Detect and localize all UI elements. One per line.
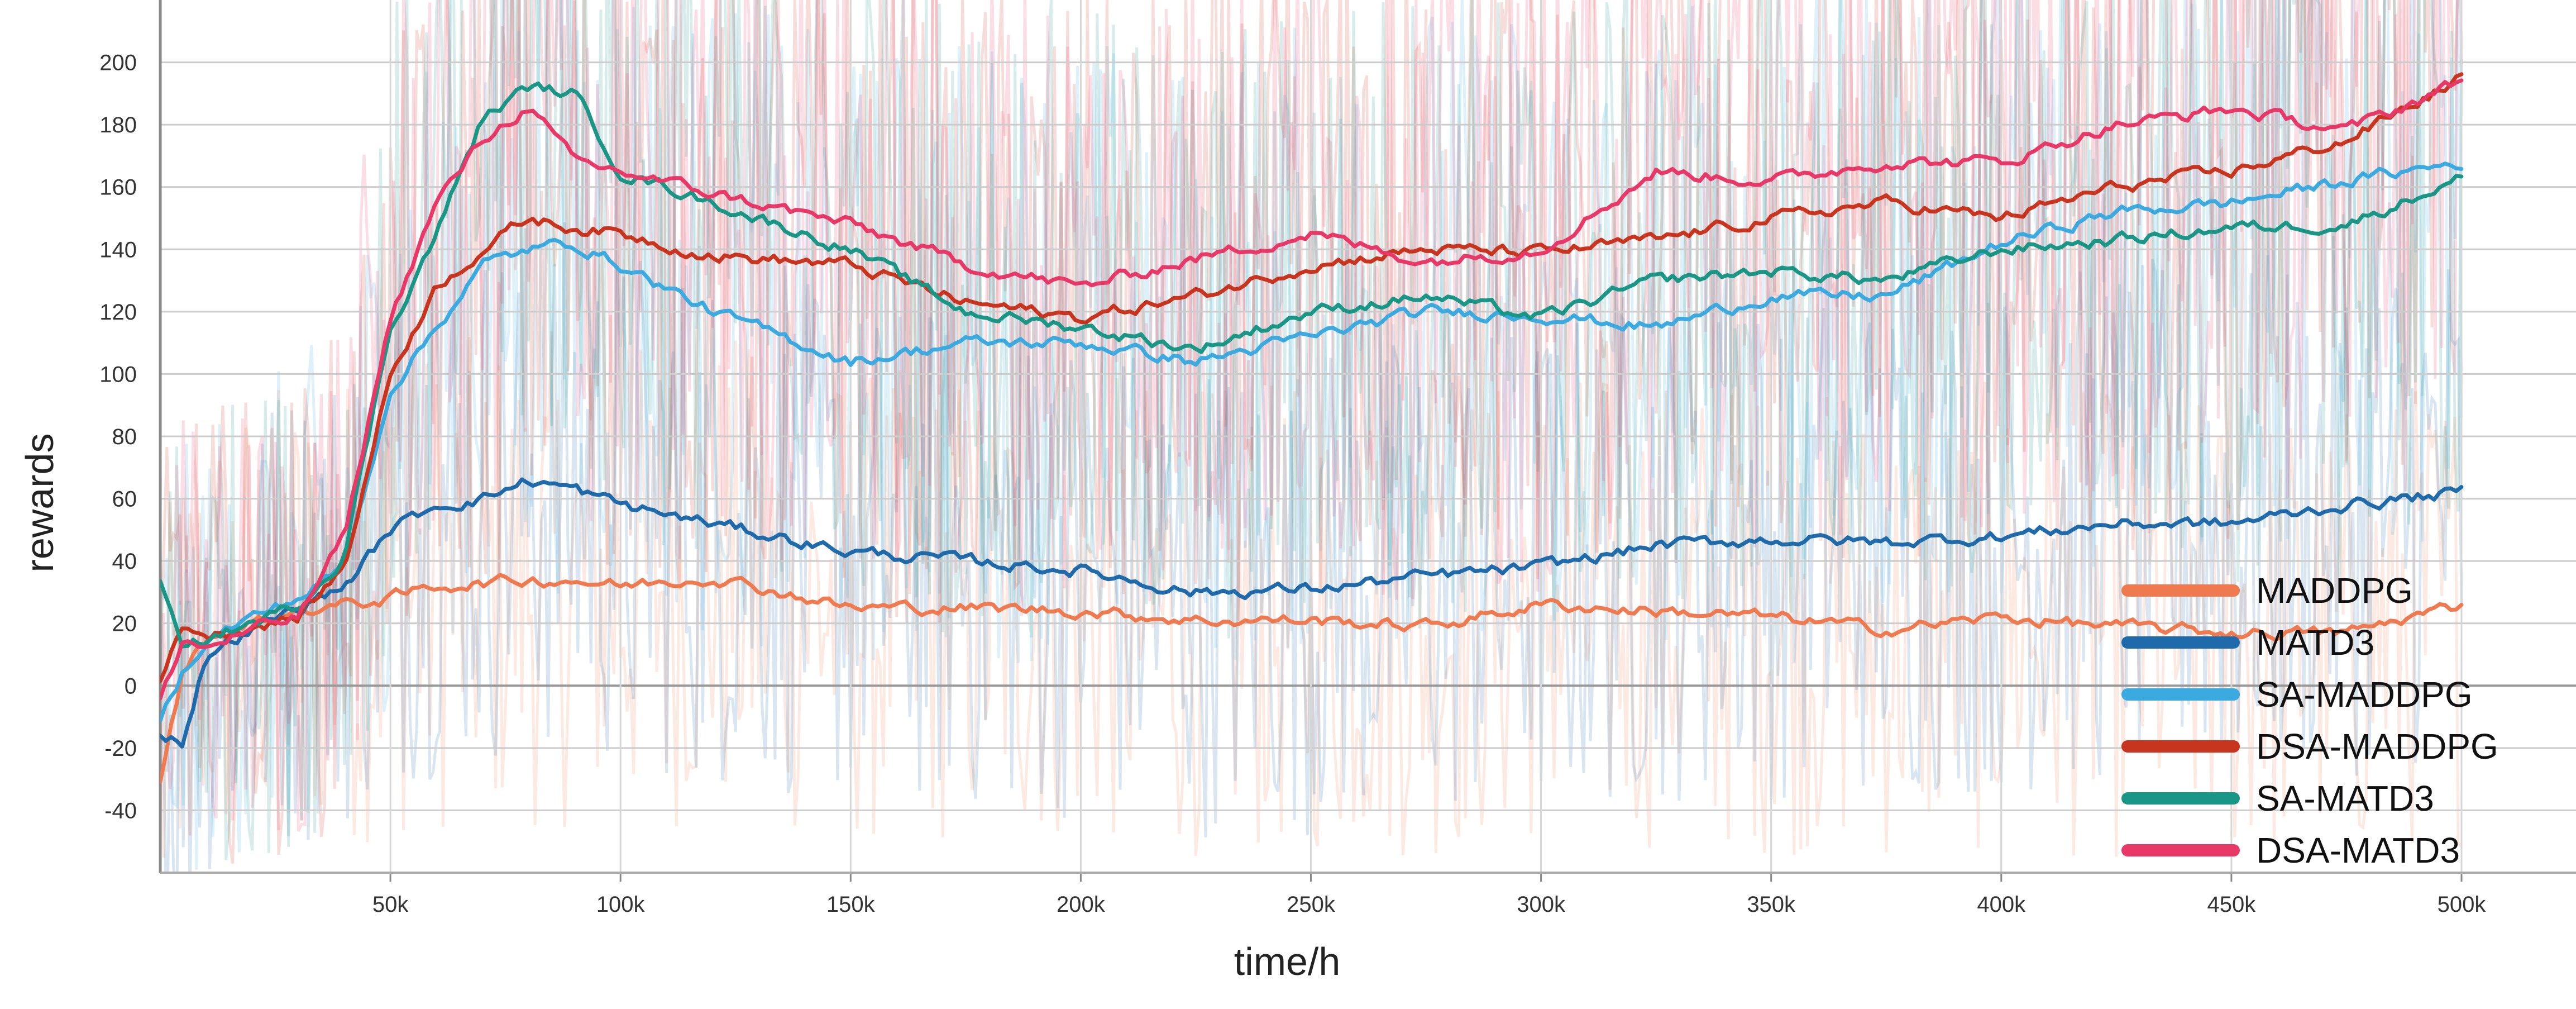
x-tick-label: 300k: [1517, 892, 1566, 917]
series-line-dsa-matd3: [160, 78, 2464, 701]
series-line-matd3: [160, 477, 2464, 749]
series-line-maddpg: [160, 573, 2464, 784]
y-tick-label: 0: [125, 674, 137, 698]
y-tick-label: -40: [104, 798, 137, 823]
y-tick-label: 80: [112, 425, 137, 449]
series-line-sa-matd3: [160, 81, 2464, 649]
y-tick-label: 200: [99, 51, 137, 75]
x-tick-label: 50k: [372, 892, 409, 917]
tick-labels: -40 -20 0 20 40 60 80 100 120 140 160 180 200 50k 100k…: [99, 51, 2486, 917]
y-tick-label: 100: [99, 362, 137, 387]
x-tick-label: 200k: [1057, 892, 1106, 917]
x-tick-label: 250k: [1287, 892, 1336, 917]
legend-label: SA-MATD3: [2256, 778, 2434, 818]
x-tick-label: 450k: [2207, 892, 2257, 917]
legend: MADDPG MATD3 SA-MADDPG DSA-MADDPG SA-MATD3 DS…: [2121, 570, 2498, 870]
legend-label: MATD3: [2256, 622, 2374, 663]
series-line-sa-maddpg: [160, 161, 2464, 723]
x-tick-label: 500k: [2438, 892, 2487, 917]
y-tick-label: 120: [99, 300, 137, 325]
x-tick-label: 150k: [826, 892, 876, 917]
y-tick-label: 180: [99, 113, 137, 137]
x-tick-label: 350k: [1747, 892, 1796, 917]
x-axis-title: time/h: [1234, 940, 1341, 983]
legend-label: SA-MADDPG: [2256, 674, 2473, 715]
axes: [159, 0, 2576, 882]
y-tick-label: 140: [99, 237, 137, 262]
legend-label: MADDPG: [2256, 570, 2413, 611]
legend-label: DSA-MADDPG: [2256, 726, 2498, 767]
legend-label: DSA-MATD3: [2256, 830, 2460, 870]
y-tick-label: -20: [104, 736, 137, 761]
series-line-dsa-maddpg: [160, 72, 2464, 683]
y-tick-label: 40: [112, 549, 137, 574]
y-tick-label: 60: [112, 487, 137, 512]
grid-lines: [160, 0, 2576, 873]
series-lines: [160, 72, 2464, 784]
y-tick-label: 20: [112, 612, 137, 636]
x-tick-label: 100k: [596, 892, 646, 917]
y-tick-label: 160: [99, 175, 137, 200]
y-axis-title: rewards: [18, 434, 61, 573]
x-tick-label: 400k: [1977, 892, 2026, 917]
